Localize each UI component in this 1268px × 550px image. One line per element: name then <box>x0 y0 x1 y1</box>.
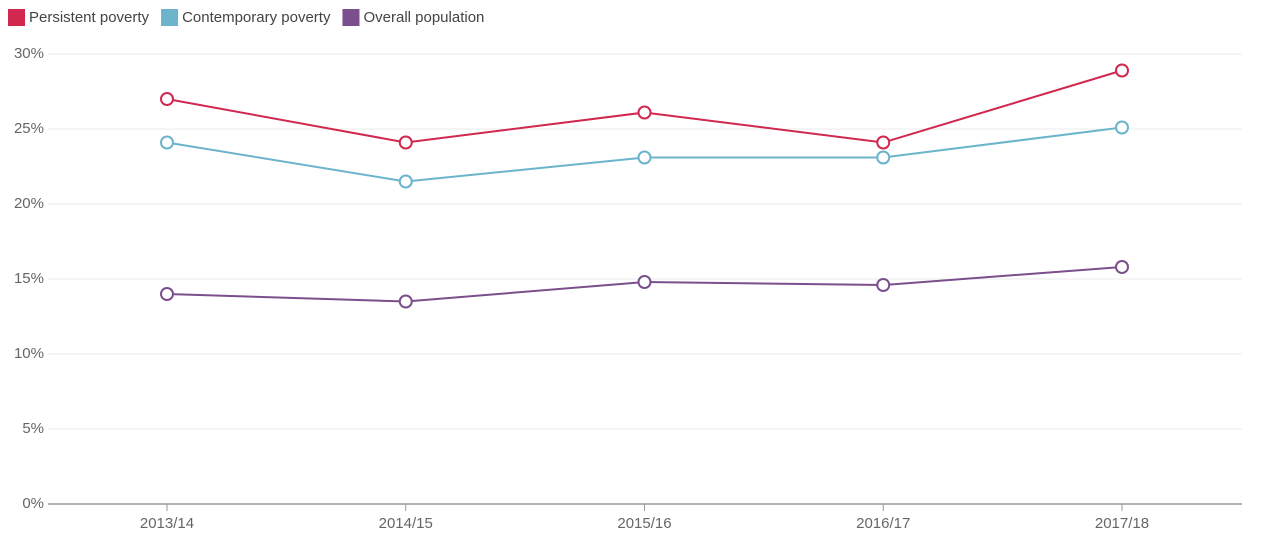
x-tick-label: 2013/14 <box>140 515 194 532</box>
y-tick-label: 25% <box>14 120 44 137</box>
y-tick-label: 20% <box>14 195 44 212</box>
y-tick-label: 0% <box>22 495 44 512</box>
point <box>637 150 652 165</box>
y-tick-label: 10% <box>14 345 44 362</box>
legend-swatch <box>8 9 25 26</box>
legend-swatch <box>342 9 360 26</box>
point <box>876 278 891 292</box>
x-tick-label: 2014/15 <box>379 515 433 532</box>
y-tick-label: 30% <box>14 45 44 62</box>
point <box>398 174 413 189</box>
point <box>1115 120 1129 135</box>
point <box>637 105 652 120</box>
point <box>398 294 413 309</box>
legend-label: Persistent poverty <box>29 9 150 26</box>
point <box>876 135 891 150</box>
legend-label: Overall population <box>363 9 484 26</box>
x-tick-label: 2017/18 <box>1095 515 1149 532</box>
point <box>1115 63 1129 78</box>
point <box>160 287 174 301</box>
point <box>1115 260 1129 274</box>
legend-swatch <box>161 9 179 26</box>
point <box>876 150 891 165</box>
legend: Persistent poverty Contemporary poverty Ov… <box>8 9 484 26</box>
point <box>637 275 652 289</box>
point <box>160 135 174 150</box>
y-tick-label: 15% <box>14 270 44 287</box>
x-tick-label: 2016/17 <box>856 515 910 532</box>
point <box>160 92 174 106</box>
point <box>398 135 413 150</box>
y-tick-label: 5% <box>22 420 44 437</box>
legend-label: Contemporary poverty <box>182 9 331 26</box>
x-tick-label: 2015/16 <box>617 515 671 532</box>
